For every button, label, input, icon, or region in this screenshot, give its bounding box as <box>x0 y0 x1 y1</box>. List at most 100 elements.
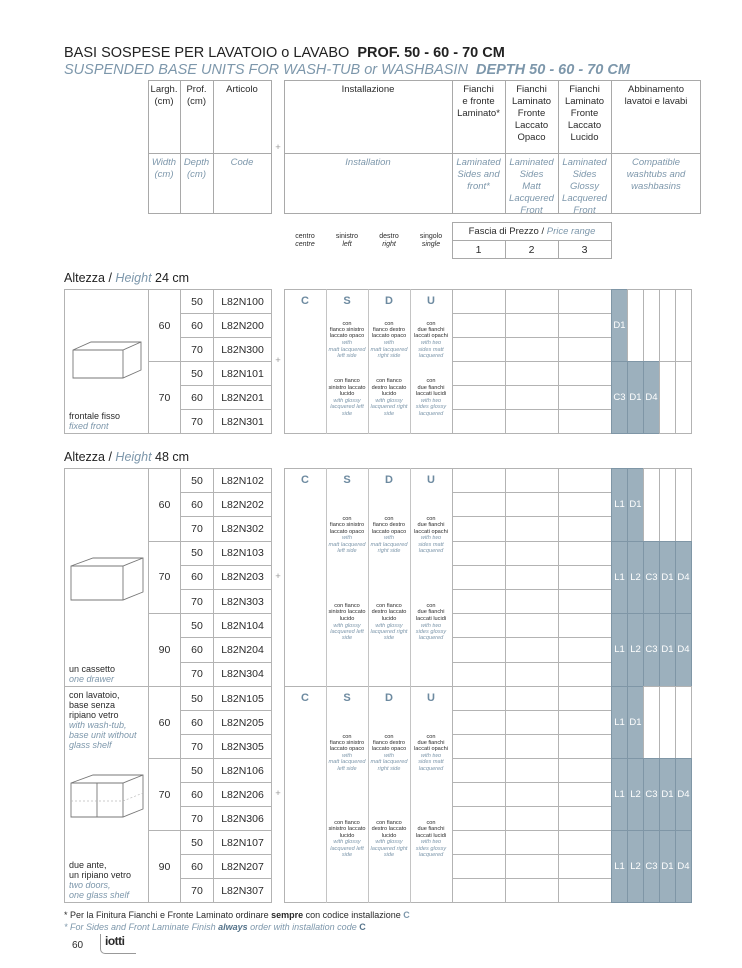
col-depth-it: Prof. (cm) <box>186 84 207 107</box>
install-code-U: U <box>427 295 435 307</box>
price-cell-2 <box>505 409 559 434</box>
code-cell: L82N103 <box>213 540 272 566</box>
compat-cell-C3: C3 <box>643 830 660 903</box>
code-cell: L82N204 <box>213 637 272 663</box>
compat-cell-L1: L1 <box>611 830 628 903</box>
code-cell: L82N301 <box>213 409 272 434</box>
compat-cell-C3: C3 <box>643 540 660 615</box>
price-range-2: 2 <box>528 244 535 256</box>
col-code-en: Code <box>230 157 254 168</box>
compat-cell-D4: D4 <box>675 758 692 831</box>
code-cell: L82N202 <box>213 492 272 518</box>
section-title-value: 48 cm <box>155 450 190 464</box>
footnote-en: * For Sides and Front Laminate Finish al… <box>64 922 366 932</box>
fn-en-bold: always <box>218 922 248 932</box>
code-cell: L82N306 <box>213 806 272 831</box>
price-cell-1 <box>452 782 506 807</box>
install-note-glossy-it: con due fianchi laccati lucidi <box>415 819 447 839</box>
install-position-left: sinistro <box>335 233 359 240</box>
price-cell-1 <box>452 758 506 783</box>
install-note-glossy-it: con fianco destro laccato lucido <box>371 603 407 622</box>
install-code-D: D <box>385 474 393 486</box>
divider <box>452 80 453 214</box>
install-position-centre-en: centre <box>295 241 315 248</box>
compat-cell <box>675 361 692 434</box>
price-cell-3 <box>558 589 612 615</box>
plus-sign: + <box>275 570 281 582</box>
compat-cell-D4: D4 <box>675 540 692 615</box>
price-cell-2 <box>505 806 559 831</box>
install-position-centre: centro <box>295 233 315 240</box>
price-cell-3 <box>558 758 612 783</box>
install-note-matt-it: con fianco destro laccato opaco <box>371 515 407 535</box>
divider <box>326 289 327 434</box>
price-cell-3 <box>558 637 612 663</box>
price-cell-2 <box>505 878 559 903</box>
install-note-matt-it: con fianco sinistro laccato opaco <box>329 733 365 753</box>
compat-cell-D1: D1 <box>627 686 644 759</box>
install-note-matt-en: with two sides matt lacquered <box>418 535 444 555</box>
install-note-matt-it: con due fianchi laccati opachi <box>414 515 448 535</box>
product-image-cell: con lavatoio, base senza ripiano vetro wi… <box>64 686 149 903</box>
price-cell-2 <box>505 589 559 615</box>
price-cell-3 <box>558 385 612 410</box>
col-depth-en: Depth (cm) <box>183 157 210 180</box>
width-cell: 90 <box>148 613 181 687</box>
title-it-text: BASI SOSPESE PER LAVATOIO o LAVABO <box>64 45 350 61</box>
divider <box>213 80 214 214</box>
price-cell-1 <box>452 710 506 735</box>
depth-cell: 70 <box>180 409 214 434</box>
install-note-matt-it: con fianco sinistro laccato opaco <box>329 320 365 340</box>
code-cell: L82N106 <box>213 758 272 783</box>
install-note-glossy-en: with glossy lacquered right side <box>370 397 408 417</box>
compat-cell <box>659 468 676 542</box>
price-range-it: Fascia di Prezzo / <box>468 226 545 237</box>
price-cell-3 <box>558 468 612 494</box>
depth-cell: 60 <box>180 854 214 879</box>
price-cell-3 <box>558 782 612 807</box>
product-image-cell: frontale fisso fixed front <box>64 289 149 434</box>
code-cell: L82N102 <box>213 468 272 494</box>
compat-cell-D1: D1 <box>659 758 676 831</box>
depth-cell: 70 <box>180 806 214 831</box>
install-code-D: D <box>385 692 393 704</box>
page-number: 60 <box>72 940 84 951</box>
code-cell: L82N104 <box>213 613 272 639</box>
depth-cell: 70 <box>180 337 214 362</box>
col-f3-en: Laminated Sides Glossy Lacquered Front <box>562 157 607 216</box>
price-cell-2 <box>505 661 559 687</box>
price-cell-2 <box>505 734 559 759</box>
install-note-glossy-en: with glossy lacquered left side <box>330 397 364 417</box>
price-cell-1 <box>452 289 506 314</box>
desc-it: frontale fisso <box>69 411 121 421</box>
code-cell: L82N200 <box>213 313 272 338</box>
compat-cell-L2: L2 <box>627 758 644 831</box>
depth-cell: 60 <box>180 564 214 590</box>
desc-top-it: con lavatoio, base senza ripiano vetro <box>69 690 120 720</box>
price-cell-1 <box>452 854 506 879</box>
divider <box>505 240 506 259</box>
install-note-matt-en: with matt lacquered right side <box>370 753 408 772</box>
col-compat-en: Compatible washtubs and washbasins <box>626 157 686 192</box>
depth-cell: 50 <box>180 830 214 855</box>
compat-cell-D1: D1 <box>627 361 644 434</box>
divider <box>368 468 369 687</box>
product-illustration-drawer-box <box>70 557 144 601</box>
price-cell-2 <box>505 289 559 314</box>
depth-cell: 60 <box>180 637 214 663</box>
price-cell-2 <box>505 540 559 566</box>
width-cell: 70 <box>148 540 181 615</box>
compat-cell-D1: D1 <box>659 830 676 903</box>
width-cell: 70 <box>148 361 181 434</box>
depth-cell: 60 <box>180 385 214 410</box>
fn-en-post: order with installation code <box>250 922 357 932</box>
divider <box>558 80 559 214</box>
price-cell-3 <box>558 516 612 542</box>
fn-en-pre: * For Sides and Front Laminate Finish <box>64 922 216 932</box>
width-cell: 70 <box>148 758 181 831</box>
install-position-right-en: right <box>382 241 396 248</box>
install-note-matt-en: with matt lacquered left side <box>328 535 366 555</box>
price-range-en: Price range <box>546 226 596 237</box>
price-cell-1 <box>452 661 506 687</box>
